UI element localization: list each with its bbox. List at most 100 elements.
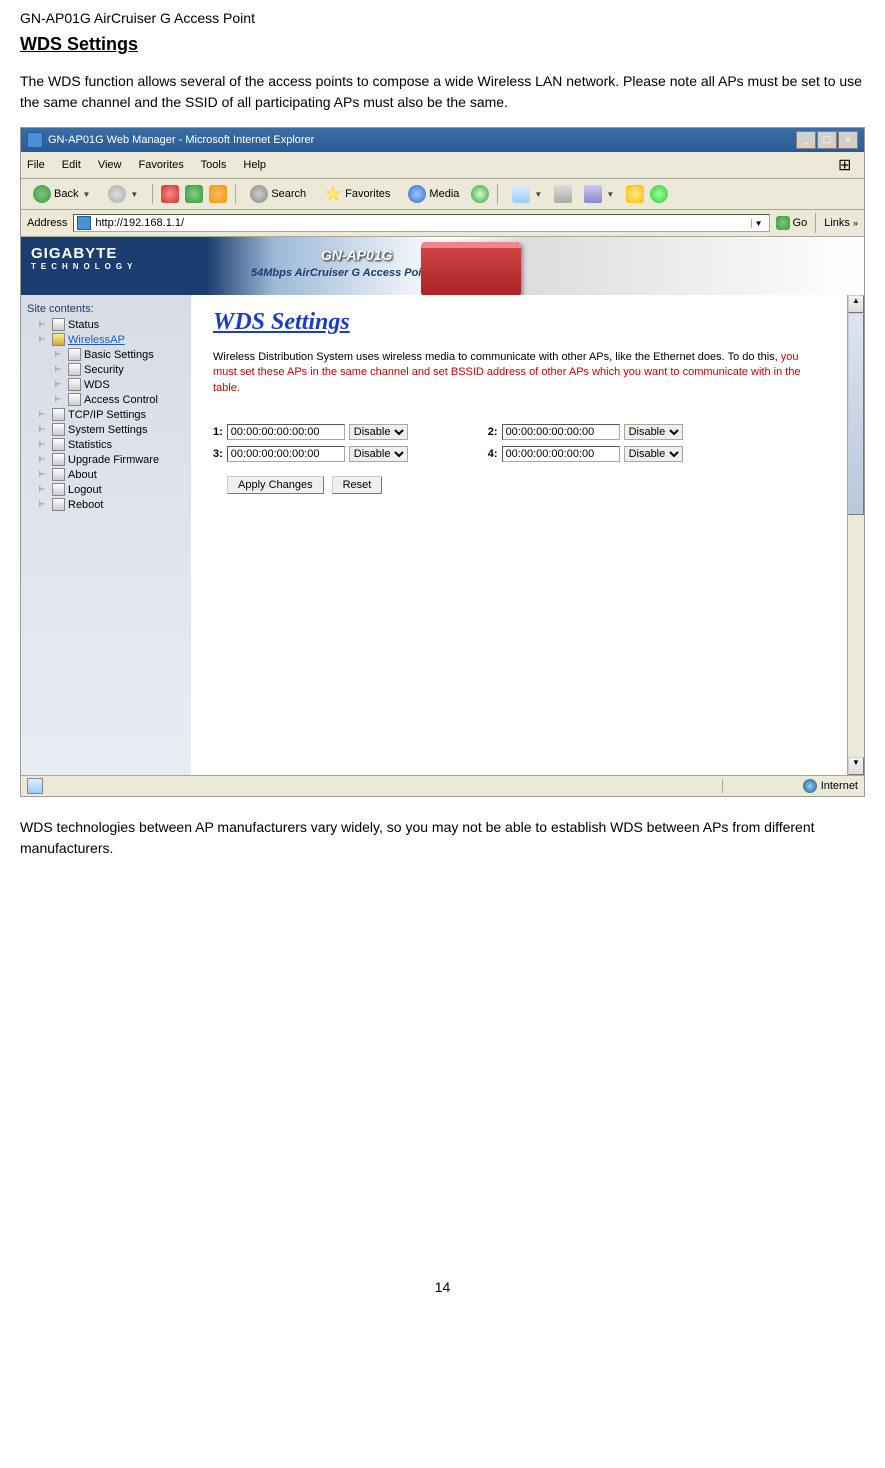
nav-label: Statistics xyxy=(68,439,112,451)
mail-button[interactable]: ▼ xyxy=(506,183,548,205)
panel-desc: Wireless Distribution System uses wirele… xyxy=(213,350,825,396)
main-panel: WDS Settings Wireless Distribution Syste… xyxy=(191,295,847,775)
nav-item-wds[interactable]: ⊢WDS xyxy=(55,377,185,392)
media-button[interactable]: Media xyxy=(402,183,465,205)
wds-4-label: 4: xyxy=(488,448,498,460)
wds-2-label: 2: xyxy=(488,426,498,438)
page-icon xyxy=(52,453,65,466)
address-dropdown-icon[interactable]: ▼ xyxy=(751,219,766,228)
media-icon xyxy=(408,185,426,203)
window-controls: _ ▢ × xyxy=(795,131,858,149)
page-icon xyxy=(52,423,65,436)
back-button[interactable]: Back▼ xyxy=(27,183,96,205)
menu-help[interactable]: Help xyxy=(243,159,266,171)
menu-view[interactable]: View xyxy=(98,159,122,171)
search-icon xyxy=(250,185,268,203)
wds-4-input[interactable] xyxy=(502,446,620,462)
scroll-thumb[interactable] xyxy=(848,313,864,515)
ie-icon xyxy=(27,132,43,148)
forward-button[interactable]: ▼ xyxy=(102,183,144,205)
menu-file[interactable]: File xyxy=(27,159,45,171)
nav-label: Reboot xyxy=(68,499,103,511)
close-button[interactable]: × xyxy=(838,131,858,149)
maximize-button[interactable]: ▢ xyxy=(817,131,837,149)
history-button[interactable] xyxy=(471,185,489,203)
nav-item-statistics[interactable]: ⊢Statistics xyxy=(39,437,185,452)
menu-edit[interactable]: Edit xyxy=(62,159,81,171)
product-name: GN-AP01G xyxy=(321,247,393,263)
wds-3-select[interactable]: Disable xyxy=(349,446,408,462)
page-icon xyxy=(52,498,65,511)
wds-3-input[interactable] xyxy=(227,446,345,462)
nav-item-logout[interactable]: ⊢Logout xyxy=(39,482,185,497)
nav-label: System Settings xyxy=(68,424,147,436)
page-icon xyxy=(77,216,91,230)
wds-2-select[interactable]: Disable xyxy=(624,424,683,440)
go-icon xyxy=(776,216,790,230)
go-button[interactable]: Go xyxy=(776,216,808,230)
messenger-button[interactable] xyxy=(650,185,668,203)
back-icon xyxy=(33,185,51,203)
router-image xyxy=(421,242,521,295)
nav-item-security[interactable]: ⊢Security xyxy=(55,362,185,377)
mail-icon xyxy=(512,185,530,203)
page-icon xyxy=(68,363,81,376)
refresh-button[interactable] xyxy=(185,185,203,203)
stop-button[interactable] xyxy=(161,185,179,203)
menu-favorites[interactable]: Favorites xyxy=(139,159,184,171)
nav-item-tcp-ip-settings[interactable]: ⊢TCP/IP Settings xyxy=(39,407,185,422)
discuss-button[interactable] xyxy=(626,185,644,203)
nav-label: Security xyxy=(84,364,124,376)
scroll-down-button[interactable]: ▼ xyxy=(848,757,864,775)
favorites-button[interactable]: Favorites xyxy=(318,183,396,205)
nav-label: TCP/IP Settings xyxy=(68,409,146,421)
nav-label: Access Control xyxy=(84,394,158,406)
nav-label: Logout xyxy=(68,484,102,496)
nav-label: Status xyxy=(68,319,99,331)
address-input[interactable]: http://192.168.1.1/ ▼ xyxy=(73,214,769,232)
address-bar: Address http://192.168.1.1/ ▼ Go Links » xyxy=(21,210,864,237)
nav-item-about[interactable]: ⊢About xyxy=(39,467,185,482)
edit-button[interactable]: ▼ xyxy=(578,183,620,205)
page-icon xyxy=(52,408,65,421)
nav-item-system-settings[interactable]: ⊢System Settings xyxy=(39,422,185,437)
star-icon xyxy=(324,185,342,203)
nav-tree: ⊢Status⊢WirelessAP⊢Basic Settings⊢Securi… xyxy=(27,317,185,512)
nav-item-wirelessap[interactable]: ⊢WirelessAP xyxy=(39,332,185,347)
search-button[interactable]: Search xyxy=(244,183,312,205)
nav-item-access-control[interactable]: ⊢Access Control xyxy=(55,392,185,407)
wds-1-select[interactable]: Disable xyxy=(349,424,408,440)
page-icon xyxy=(52,483,65,496)
print-button[interactable] xyxy=(554,185,572,203)
internet-zone-icon xyxy=(803,779,817,793)
page-number: 14 xyxy=(20,1279,865,1295)
minimize-button[interactable]: _ xyxy=(796,131,816,149)
panel-title: WDS Settings xyxy=(213,309,825,336)
address-label: Address xyxy=(27,217,67,229)
reset-button[interactable]: Reset xyxy=(332,476,383,494)
scrollbar[interactable]: ▲ ▼ xyxy=(847,295,864,775)
edit-icon xyxy=(584,185,602,203)
links-label[interactable]: Links » xyxy=(824,217,858,229)
menu-tools[interactable]: Tools xyxy=(201,159,227,171)
nav-item-reboot[interactable]: ⊢Reboot xyxy=(39,497,185,512)
wds-1-input[interactable] xyxy=(227,424,345,440)
wds-4-select[interactable]: Disable xyxy=(624,446,683,462)
wds-grid: 1: Disable 3: Disable xyxy=(213,424,825,462)
apply-button[interactable]: Apply Changes xyxy=(227,476,324,494)
nav-item-upgrade-firmware[interactable]: ⊢Upgrade Firmware xyxy=(39,452,185,467)
window-title: GN-AP01G Web Manager - Microsoft Interne… xyxy=(48,134,314,146)
wds-3-label: 3: xyxy=(213,448,223,460)
address-text: http://192.168.1.1/ xyxy=(95,217,746,229)
product-subtitle: 54Mbps AirCruiser G Access Point xyxy=(251,267,432,279)
nav-sidebar: Site contents: ⊢Status⊢WirelessAP⊢Basic … xyxy=(21,295,191,775)
nav-item-basic-settings[interactable]: ⊢Basic Settings xyxy=(55,347,185,362)
scroll-up-button[interactable]: ▲ xyxy=(848,295,864,313)
status-bar: Internet xyxy=(21,775,864,796)
doc-outro: WDS technologies between AP manufacturer… xyxy=(20,817,865,859)
wds-2-input[interactable] xyxy=(502,424,620,440)
page-icon xyxy=(68,378,81,391)
status-zone-label: Internet xyxy=(821,780,858,792)
nav-item-status[interactable]: ⊢Status xyxy=(39,317,185,332)
home-button[interactable] xyxy=(209,185,227,203)
